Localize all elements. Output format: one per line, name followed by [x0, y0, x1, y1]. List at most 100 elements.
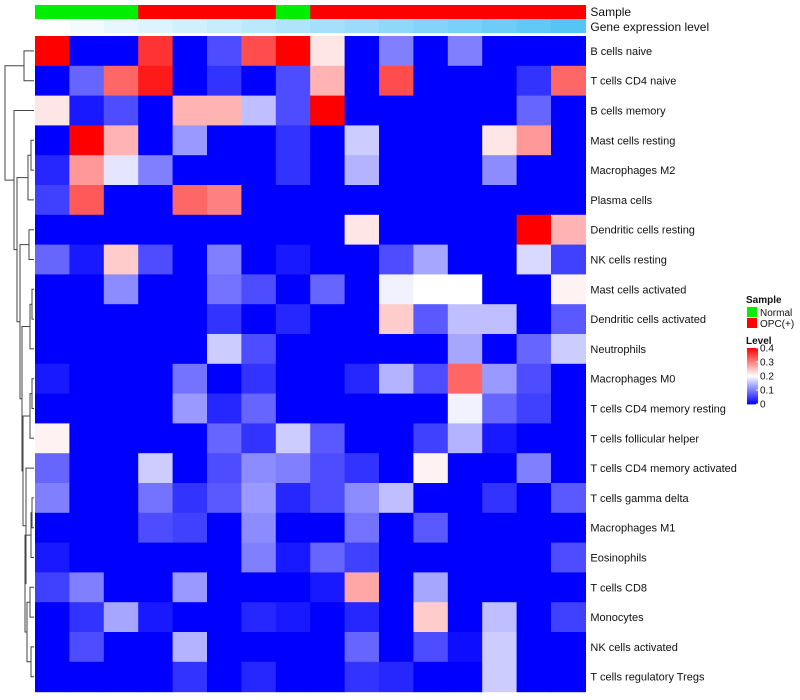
heatmap-cell	[103, 334, 139, 365]
sample-annotation-cell	[207, 5, 242, 19]
legend-gradient-step	[747, 366, 758, 368]
sample-annotation-cell	[35, 5, 70, 19]
heatmap-cell	[344, 95, 380, 126]
legend-gradient-step	[747, 359, 758, 361]
heatmap-cell	[172, 602, 208, 633]
dendrogram-branch	[31, 288, 34, 320]
heatmap-cell	[207, 36, 242, 67]
heatmap-cell	[482, 65, 518, 97]
heatmap-cell	[69, 602, 105, 633]
heatmap-cell	[379, 483, 414, 514]
heatmap-cell	[241, 632, 277, 663]
heatmap-cell	[138, 65, 174, 97]
heatmap-cell	[207, 185, 242, 216]
heatmap-cell	[379, 244, 414, 275]
legend-gradient-step	[747, 396, 758, 398]
legend-gradient-step	[747, 372, 758, 374]
heatmap-cell	[138, 363, 174, 395]
heatmap-cell	[103, 155, 139, 186]
heatmap-cell	[482, 125, 518, 156]
heatmap-cell	[172, 155, 208, 186]
heatmap-cell	[551, 632, 586, 663]
heatmap-cell	[35, 185, 70, 216]
expression-annotation-cell	[551, 19, 586, 33]
row-label: Macrophages M2	[590, 165, 675, 177]
legend-gradient-step	[747, 383, 758, 385]
heatmap-cell	[172, 661, 208, 693]
heatmap-cell	[516, 65, 552, 97]
heatmap-cell	[551, 363, 586, 395]
heatmap-cell	[379, 214, 414, 246]
heatmap-cell	[344, 602, 380, 633]
heatmap-cell	[275, 334, 311, 365]
legend-gradient-step	[747, 401, 758, 403]
heatmap-cell	[310, 632, 346, 663]
heatmap-cells	[35, 36, 586, 693]
heatmap-cell	[551, 125, 586, 156]
heatmap-cell	[275, 483, 311, 514]
sample-annotation-title: Sample	[590, 5, 631, 19]
heatmap-cell	[275, 244, 311, 275]
legend-gradient-step	[747, 394, 758, 396]
sample-annotation-cell	[413, 5, 449, 19]
heatmap-cell	[69, 393, 105, 424]
heatmap-cell	[275, 185, 311, 216]
heatmap-cell	[447, 274, 483, 305]
heatmap-cell	[413, 214, 449, 246]
heatmap-cell	[103, 512, 139, 544]
heatmap-cell	[551, 274, 586, 305]
heatmap-cell	[35, 244, 70, 275]
legend-gradient-step	[747, 385, 758, 387]
heatmap-cell	[241, 393, 277, 424]
heatmap-cell	[69, 304, 105, 335]
sample-annotation-cell	[344, 5, 380, 19]
legend-gradient-step	[747, 358, 758, 360]
heatmap-cell	[207, 214, 242, 246]
heatmap-cell	[241, 214, 277, 246]
heatmap-cell	[138, 36, 174, 67]
dendrogram-branch	[30, 646, 34, 678]
heatmap-cell	[516, 453, 552, 484]
legend-gradient-step	[747, 373, 758, 375]
legend-gradient-step	[747, 368, 758, 370]
heatmap-cell	[103, 602, 139, 633]
dendrogram-branch	[16, 177, 28, 323]
heatmap-cell	[482, 512, 518, 544]
row-label: Mast cells activated	[590, 284, 686, 296]
legend-gradient-step	[747, 352, 758, 354]
heatmap-cell	[275, 572, 311, 603]
heatmap-cell	[551, 334, 586, 365]
row-label: Neutrophils	[590, 344, 646, 356]
legend-gradient-step	[747, 362, 758, 364]
heatmap-cell	[379, 304, 414, 335]
heatmap-cell	[138, 185, 174, 216]
heatmap-cell	[241, 185, 277, 216]
heatmap-cell	[207, 95, 242, 126]
expression-annotation-cell	[344, 19, 380, 33]
heatmap-cell	[516, 512, 552, 544]
heatmap-cell	[241, 363, 277, 395]
legend-gradient-step	[747, 374, 758, 376]
heatmap-cell	[516, 542, 552, 573]
legend-gradient-step	[747, 388, 758, 390]
heatmap-cell	[344, 185, 380, 216]
heatmap-cell	[379, 393, 414, 424]
heatmap-cell	[35, 632, 70, 663]
legend-gradient-step	[747, 377, 758, 379]
dendrogram-branch	[25, 467, 34, 585]
heatmap-cell	[413, 244, 449, 275]
row-label: Plasma cells	[590, 195, 652, 207]
expression-annotation-cell	[35, 19, 70, 33]
dendrogram-branch	[30, 139, 34, 171]
heatmap-cell	[379, 95, 414, 126]
heatmap-cell	[275, 453, 311, 484]
legend-gradient-step	[747, 365, 758, 367]
heatmap-cell	[207, 512, 242, 544]
heatmap-cell	[207, 155, 242, 186]
heatmap-cell	[35, 661, 70, 693]
legend-tick-label: 0.3	[760, 358, 774, 369]
heatmap-cell	[310, 393, 346, 424]
heatmap-cell	[413, 65, 449, 97]
heatmap-cell	[413, 185, 449, 216]
